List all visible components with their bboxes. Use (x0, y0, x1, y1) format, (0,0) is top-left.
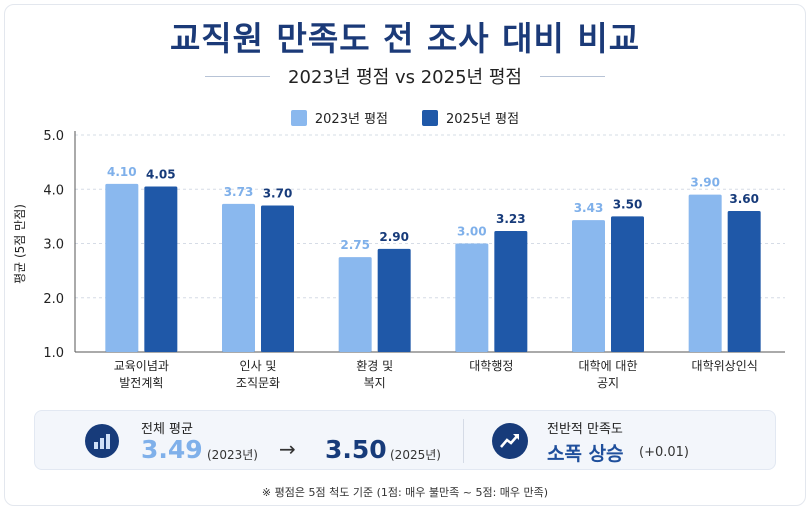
data-label: 4.10 (107, 165, 137, 179)
overall-value: 소폭 상승 (547, 443, 624, 465)
overall-delta: (+0.01) (639, 445, 689, 460)
x-tick-label: 발전계획 (119, 376, 163, 390)
data-label: 2.75 (340, 238, 370, 252)
legend-item-2025: 2025년 평점 (422, 108, 519, 127)
subtitle-divider-right (540, 76, 605, 77)
x-tick-label: 인사 및 (240, 359, 277, 373)
y-tick-label: 3.0 (43, 238, 64, 253)
legend-swatch-2025 (422, 109, 438, 126)
legend: 2023년 평점 2025년 평점 (0, 108, 810, 127)
footnote: ※ 평점은 5점 척도 기준 (1점: 매우 불만족 ~ 5점: 매우 만족) (261, 486, 549, 499)
data-label: 3.43 (574, 201, 604, 215)
avg-2025: 3.50 (325, 435, 387, 464)
bar-2025 (377, 248, 411, 352)
summary-panel: 전체 평균 3.49 (2023년) → 3.50 (2025년) 전반적 만족… (34, 410, 776, 470)
x-tick-label: 공지 (597, 376, 619, 390)
x-tick-label: 교육이념과 (114, 359, 169, 373)
avg-label: 전체 평균 (141, 422, 193, 437)
avg-2023-year: (2023년) (207, 448, 258, 462)
bar-2023 (105, 183, 139, 352)
bar-2023 (338, 257, 372, 352)
y-tick-label: 2.0 (43, 292, 64, 307)
x-tick-label: 대학행정 (469, 358, 513, 373)
legend-swatch-2023 (290, 109, 307, 126)
data-label: 4.05 (146, 168, 176, 182)
data-label: 3.50 (613, 197, 643, 211)
data-label: 2.90 (379, 230, 409, 244)
data-label: 3.90 (690, 176, 720, 190)
x-tick-label: 대학에 대한 (578, 359, 637, 373)
bar-2023 (222, 203, 255, 352)
data-label: 3.70 (263, 187, 293, 201)
y-axis-label: 평균 (5점 만점) (13, 204, 27, 284)
chart-title: 교직원 만족도 전 조사 대비 비교 (169, 19, 641, 58)
data-label: 3.00 (457, 225, 487, 239)
bar-2023 (455, 243, 489, 352)
chart-subtitle: 2023년 평점 vs 2025년 평점 (288, 67, 522, 88)
bar-chart-icon (85, 424, 119, 458)
summary-divider (463, 419, 464, 463)
data-label: 3.60 (729, 192, 759, 206)
bar-2025 (144, 186, 178, 352)
avg-2025-year: (2025년) (390, 448, 441, 462)
y-tick-label: 5.0 (43, 129, 64, 144)
bar-chart: 1.0 2.0 3.0 4.0 5.0 평균 (5점 만점) 4.10 4.05 교육이념과발전… (13, 129, 785, 390)
legend-label-2025: 2025년 평점 (446, 112, 520, 127)
data-label: 3.23 (496, 212, 526, 226)
trend-up-icon (492, 423, 528, 459)
arrow-icon: → (279, 437, 296, 461)
legend-item-2023: 2023년 평점 (290, 108, 388, 127)
bar-2025 (261, 205, 294, 352)
x-tick-label: 환경 및 (356, 359, 393, 373)
bar-2023 (688, 194, 722, 352)
overall-label: 전반적 만족도 (547, 422, 623, 437)
legend-label-2023: 2023년 평점 (314, 112, 388, 127)
bar-2025 (494, 231, 528, 352)
x-tick-label: 대학위상인식 (692, 359, 758, 373)
y-tick-label: 4.0 (43, 183, 64, 198)
bar-2025 (611, 216, 644, 352)
subtitle-divider-left (205, 76, 270, 77)
y-tick-label: 1.0 (43, 346, 64, 361)
x-tick-label: 복지 (364, 376, 386, 390)
x-tick-label: 조직문화 (236, 376, 280, 390)
bar-2025 (727, 210, 761, 352)
avg-2023: 3.49 (141, 435, 203, 464)
data-label: 3.73 (224, 185, 254, 199)
bar-2023 (572, 220, 605, 352)
